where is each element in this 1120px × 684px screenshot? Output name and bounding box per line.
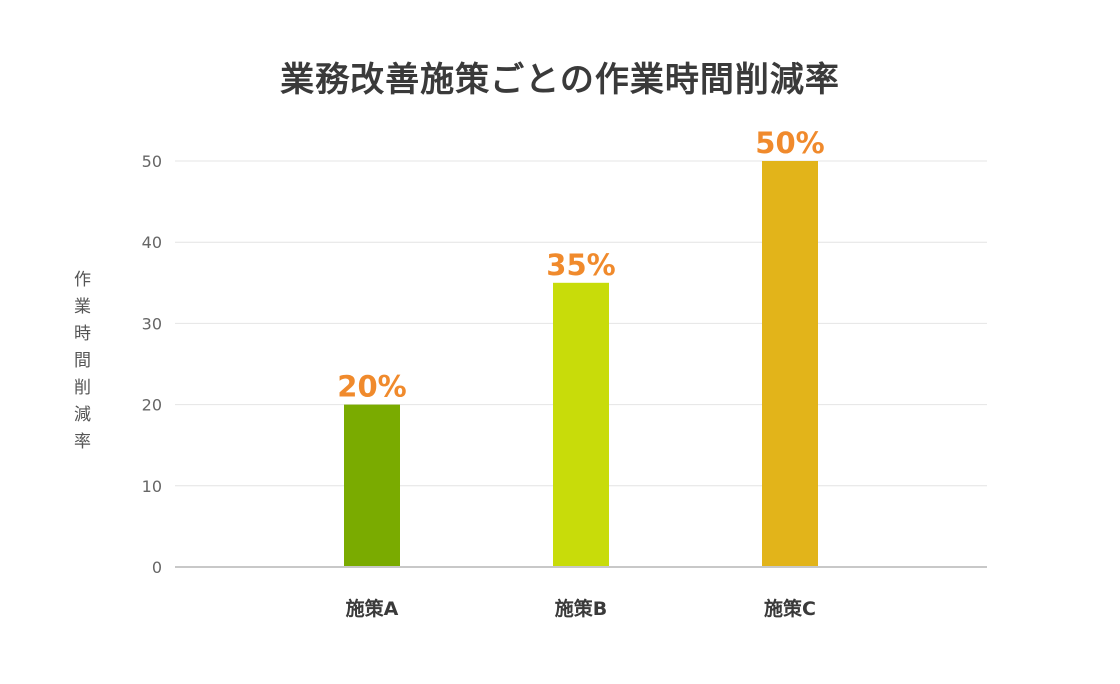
y-tick-label: 10 <box>142 477 162 496</box>
y-tick-label: 40 <box>142 233 162 252</box>
y-tick-label: 20 <box>142 396 162 415</box>
bar <box>762 161 818 567</box>
bars <box>344 161 818 567</box>
y-tick-label: 50 <box>142 152 162 171</box>
x-tick-label: 施策B <box>555 597 607 620</box>
y-tick-labels: 0 10 20 30 40 50 <box>142 152 162 577</box>
x-tick-label: 施策A <box>346 597 399 620</box>
data-label: 35% <box>546 248 615 282</box>
data-label: 50% <box>755 126 824 160</box>
bar <box>344 404 400 567</box>
y-tick-label: 30 <box>142 314 162 333</box>
bar <box>553 282 609 567</box>
chart-title: 業務改善施策ごとの作業時間削減率 <box>280 60 840 100</box>
data-label: 20% <box>337 370 406 404</box>
y-axis-label: 作業時間削減率 <box>70 270 90 459</box>
x-tick-labels: 施策A 施策B 施策C <box>346 597 816 620</box>
x-tick-label: 施策C <box>764 597 816 620</box>
data-labels: 20% 35% 50% <box>337 126 824 404</box>
y-tick-label: 0 <box>152 558 162 577</box>
